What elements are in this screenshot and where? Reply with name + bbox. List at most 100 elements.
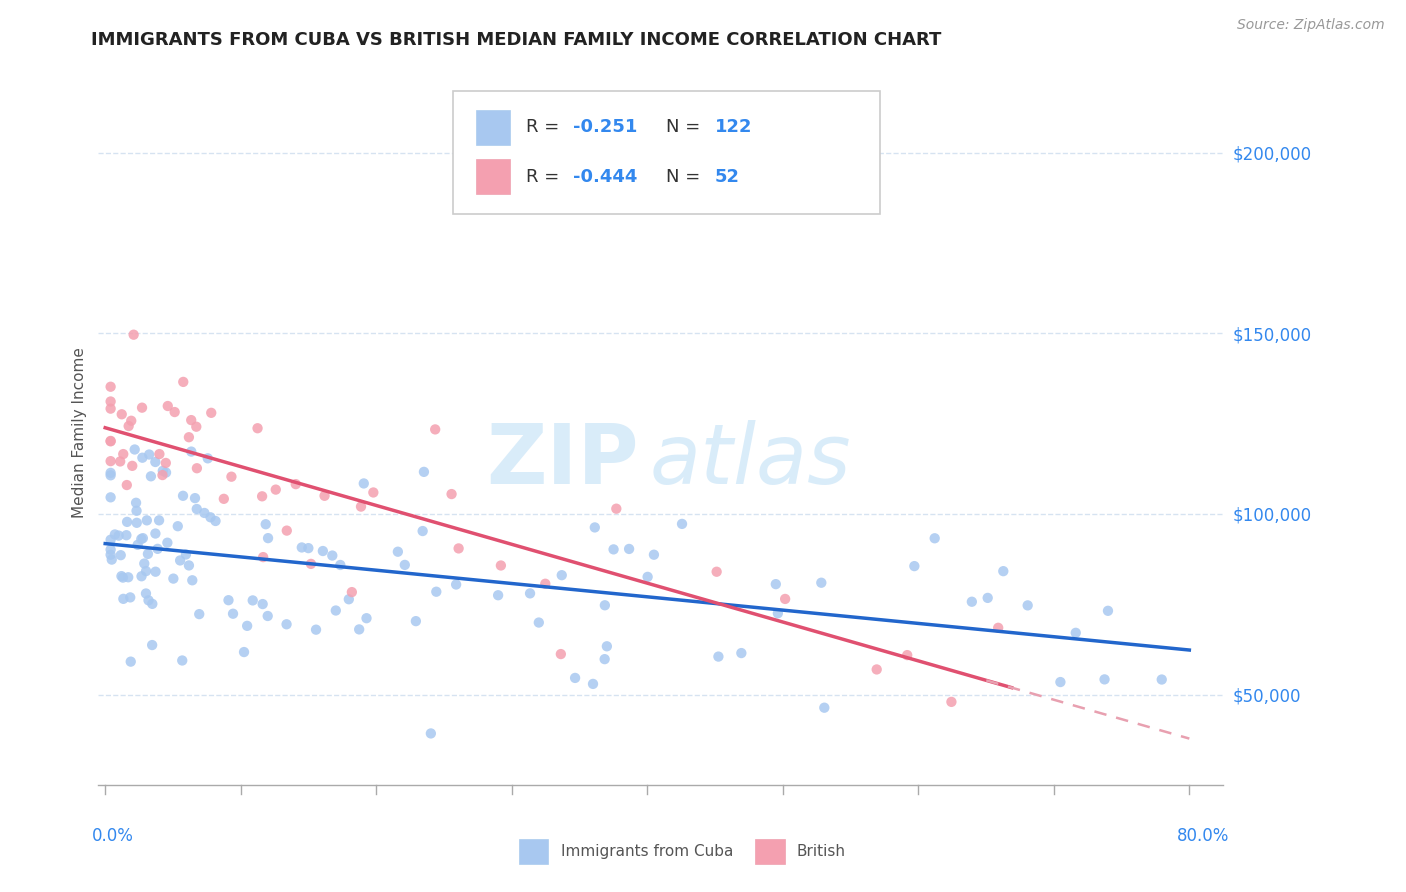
- Point: [138, 448, 160, 462]
- Point: [197, 451, 219, 466]
- Point: [489, 558, 512, 573]
- Point: [671, 516, 693, 531]
- Point: [104, 527, 127, 541]
- Text: Source: ZipAtlas.com: Source: ZipAtlas.com: [1237, 18, 1385, 32]
- Point: [340, 585, 363, 599]
- Point: [152, 468, 174, 483]
- Point: [172, 489, 194, 503]
- Point: [139, 469, 162, 483]
- Text: IMMIGRANTS FROM CUBA VS BRITISH MEDIAN FAMILY INCOME CORRELATION CHART: IMMIGRANTS FROM CUBA VS BRITISH MEDIAN F…: [91, 31, 942, 49]
- FancyBboxPatch shape: [477, 159, 510, 194]
- Point: [218, 593, 240, 607]
- Point: [405, 614, 427, 628]
- Point: [765, 577, 787, 591]
- Point: [551, 568, 574, 582]
- Point: [356, 611, 378, 625]
- Point: [707, 649, 730, 664]
- Point: [111, 571, 134, 585]
- Point: [135, 513, 157, 527]
- Point: [593, 599, 616, 613]
- Point: [993, 564, 1015, 578]
- Point: [184, 491, 207, 505]
- Point: [122, 327, 145, 342]
- Point: [100, 533, 122, 547]
- Point: [100, 542, 122, 557]
- Point: [108, 454, 131, 468]
- Point: [145, 526, 167, 541]
- Point: [131, 569, 153, 583]
- Point: [264, 483, 287, 497]
- Point: [135, 564, 157, 578]
- Point: [444, 577, 467, 591]
- Point: [120, 655, 142, 669]
- Point: [643, 548, 665, 562]
- Point: [115, 478, 138, 492]
- Point: [252, 550, 274, 565]
- Point: [100, 466, 122, 480]
- FancyBboxPatch shape: [755, 839, 785, 863]
- FancyBboxPatch shape: [453, 91, 880, 214]
- Point: [425, 584, 447, 599]
- FancyBboxPatch shape: [477, 110, 510, 145]
- Point: [125, 496, 148, 510]
- Text: R =: R =: [526, 119, 565, 136]
- Point: [152, 464, 174, 478]
- Point: [212, 491, 235, 506]
- Point: [180, 413, 202, 427]
- Point: [246, 421, 269, 435]
- Point: [100, 401, 122, 416]
- Point: [120, 591, 142, 605]
- Point: [314, 489, 336, 503]
- Point: [100, 491, 122, 505]
- Point: [1097, 604, 1119, 618]
- Point: [617, 541, 640, 556]
- Point: [100, 434, 122, 448]
- Point: [276, 617, 298, 632]
- Point: [193, 506, 215, 520]
- Point: [941, 695, 963, 709]
- Point: [419, 726, 441, 740]
- Point: [960, 595, 983, 609]
- Point: [1017, 599, 1039, 613]
- Point: [110, 548, 132, 562]
- Point: [131, 401, 153, 415]
- Point: [297, 541, 319, 555]
- Point: [394, 558, 416, 572]
- Point: [1049, 675, 1071, 690]
- Point: [186, 461, 208, 475]
- Point: [363, 485, 385, 500]
- Point: [148, 447, 170, 461]
- Point: [605, 501, 627, 516]
- Point: [121, 458, 143, 473]
- Point: [387, 545, 409, 559]
- Point: [127, 538, 149, 552]
- Point: [242, 593, 264, 607]
- Text: N =: N =: [666, 168, 706, 186]
- Text: -0.251: -0.251: [574, 119, 637, 136]
- Point: [174, 548, 197, 562]
- Point: [186, 419, 208, 434]
- Point: [110, 569, 132, 583]
- Point: [896, 648, 918, 662]
- Point: [156, 535, 179, 549]
- Point: [773, 591, 796, 606]
- Point: [134, 557, 156, 571]
- Point: [564, 671, 586, 685]
- Point: [350, 500, 373, 514]
- Point: [117, 570, 139, 584]
- Point: [987, 621, 1010, 635]
- Point: [254, 517, 277, 532]
- Point: [810, 575, 832, 590]
- Point: [124, 442, 146, 457]
- Point: [412, 524, 434, 538]
- Point: [100, 394, 122, 409]
- Point: [100, 454, 122, 468]
- Point: [115, 528, 138, 542]
- Point: [132, 531, 155, 545]
- Point: [131, 450, 153, 465]
- Point: [447, 541, 470, 556]
- Point: [486, 588, 509, 602]
- Point: [329, 558, 352, 572]
- Point: [100, 552, 122, 566]
- Point: [250, 489, 273, 503]
